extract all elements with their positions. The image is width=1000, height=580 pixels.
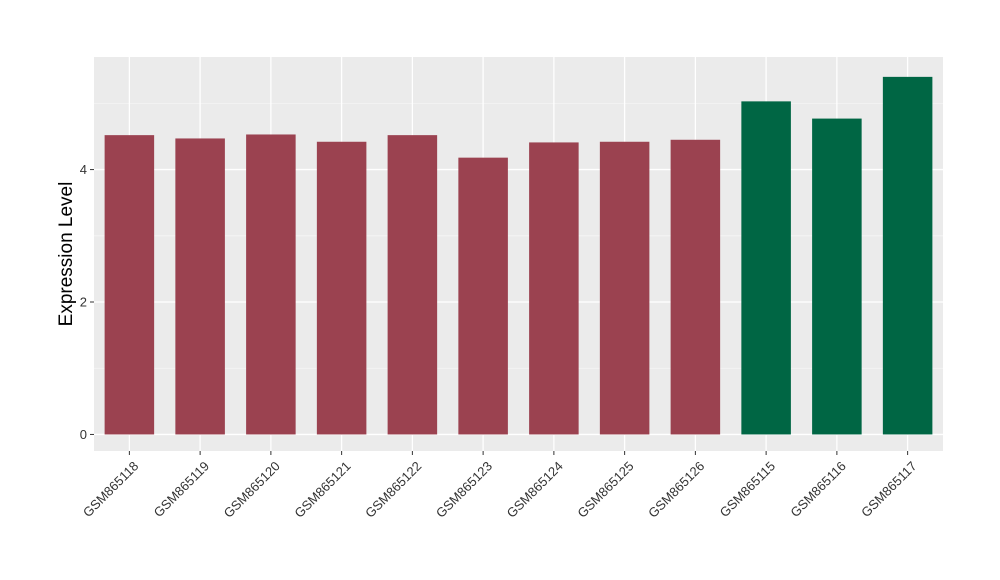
x-tick-label: GSM865125 — [574, 458, 636, 520]
bar-GSM865120 — [246, 134, 296, 435]
bar-GSM865116 — [812, 118, 862, 435]
y-tick-label: 4 — [80, 162, 87, 177]
x-tick-label: GSM865121 — [291, 458, 353, 520]
x-tick-label: GSM865119 — [151, 458, 213, 520]
x-tick-label: GSM865124 — [504, 458, 566, 520]
x-tick-label: GSM865123 — [433, 458, 495, 520]
x-tick-label: GSM865118 — [80, 458, 142, 520]
y-tick-label: 2 — [80, 295, 87, 310]
bar-GSM865123 — [458, 157, 508, 435]
y-tick-label: 0 — [80, 427, 87, 442]
bar-GSM865121 — [316, 141, 367, 435]
bar-GSM865124 — [529, 142, 579, 435]
x-tick-label: GSM865126 — [645, 458, 707, 520]
y-axis-title: Expression Level — [56, 182, 77, 327]
bar-GSM865125 — [599, 141, 650, 435]
bar-GSM865126 — [670, 139, 721, 435]
x-tick-label: GSM865117 — [858, 458, 920, 520]
bar-GSM865118 — [104, 135, 155, 435]
bar-GSM865122 — [387, 135, 438, 435]
plot-panel — [94, 57, 943, 451]
bars — [104, 76, 933, 435]
bar-GSM865119 — [175, 138, 225, 435]
bar-GSM865117 — [882, 76, 933, 435]
x-tick-label: GSM865115 — [717, 458, 779, 520]
bar-GSM865115 — [741, 101, 791, 435]
x-tick-label: GSM865122 — [362, 458, 424, 520]
x-tick-label: GSM865116 — [787, 458, 849, 520]
x-tick-label: GSM865120 — [221, 458, 283, 520]
